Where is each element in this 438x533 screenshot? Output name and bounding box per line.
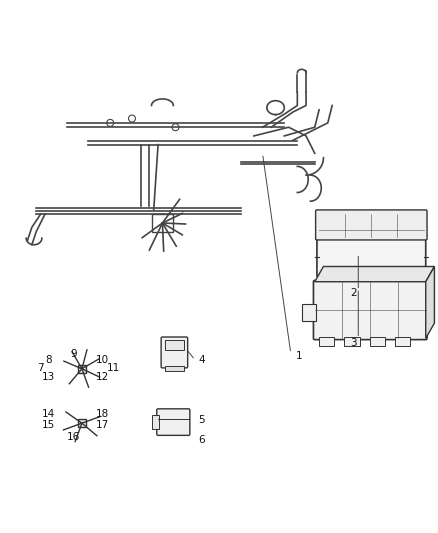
Bar [165,340,184,350]
Polygon shape [426,266,434,338]
Bar [78,365,86,373]
Bar [319,337,334,346]
Text: 5: 5 [198,415,205,425]
Text: 13: 13 [42,373,55,383]
Text: 12: 12 [96,373,110,383]
Text: 9: 9 [70,350,77,359]
Bar [152,415,159,429]
Text: 15: 15 [42,421,55,430]
FancyBboxPatch shape [316,210,427,240]
Text: 8: 8 [45,355,52,365]
Text: 18: 18 [96,409,110,419]
FancyBboxPatch shape [161,337,187,368]
Text: 11: 11 [107,364,120,373]
Text: 14: 14 [42,409,55,419]
Bar [302,304,316,321]
Text: 16: 16 [67,432,80,442]
Bar [152,214,173,232]
Bar [328,273,345,284]
Text: 6: 6 [198,435,205,445]
FancyBboxPatch shape [317,212,426,277]
Polygon shape [315,266,434,282]
Bar [389,273,406,284]
Text: 4: 4 [198,355,205,365]
FancyBboxPatch shape [314,280,427,340]
Text: 10: 10 [96,355,110,365]
Text: 3: 3 [350,338,357,348]
Text: 17: 17 [96,421,110,430]
Bar [395,337,410,346]
Bar [370,337,385,346]
Bar [78,419,86,427]
Text: 1: 1 [296,351,303,361]
Text: 2: 2 [350,288,357,297]
Text: 7: 7 [37,364,44,373]
Bar [358,273,376,284]
Bar [165,366,184,371]
Bar [344,337,360,346]
FancyBboxPatch shape [157,409,190,435]
